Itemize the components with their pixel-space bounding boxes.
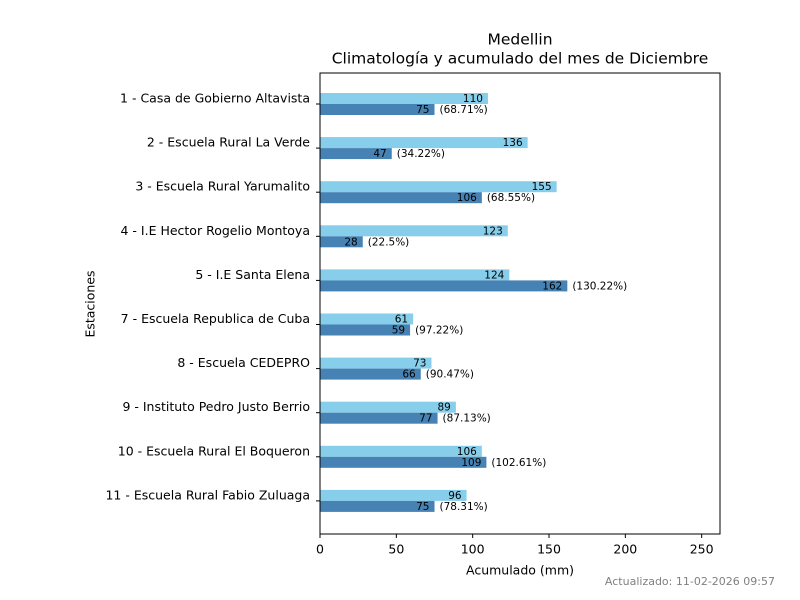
plot-frame [319,72,721,535]
y-tick-label: 4 - I.E Hector Rogelio Montoya [121,223,311,238]
bar [320,192,482,204]
bar-value-label: 106 [457,446,477,458]
y-tick-label: 9 - Instituto Pedro Justo Berrio [122,399,310,414]
percent-label: (130.22%) [572,280,627,292]
x-tick-label: 200 [613,542,637,557]
bar-value-label: 28 [344,236,357,248]
x-tick-label: 50 [388,542,404,557]
bar-value-label: 66 [402,369,416,381]
bar-value-label: 47 [373,148,386,160]
bar [320,181,557,193]
bar-value-label: 75 [416,104,429,116]
y-tick-label: 5 - I.E Santa Elena [195,267,310,282]
bar [320,137,528,149]
bar [320,93,488,104]
percent-label: (78.31%) [440,501,488,513]
y-tick-label: 7 - Escuela Republica de Cuba [121,311,310,326]
chart-subtitle: Climatología y acumulado del mes de Dici… [332,50,709,68]
bar [320,313,414,325]
bar [320,401,456,413]
percent-label: (87.13%) [443,413,491,425]
bar-value-label: 109 [461,457,481,469]
bar-value-label: 136 [503,137,523,149]
bar [320,148,392,160]
footer: Actualizado: 11-02-2026 09:57 [605,575,775,588]
bar [320,236,363,248]
bar [320,412,438,424]
bar-value-label: 123 [483,225,503,237]
percent-label: (34.22%) [397,148,445,160]
bar [320,456,487,468]
bar [320,225,508,237]
y-tick-label: 11 - Escuela Rural Fabio Zuluaga [105,487,310,502]
bar-value-label: 106 [457,192,477,204]
y-tick-label: 3 - Escuela Rural Yarumalito [135,179,310,194]
x-tick-label: 150 [537,542,561,557]
bar-value-label: 96 [448,490,462,502]
percent-label: (22.5%) [368,236,410,248]
bar-value-label: 59 [392,325,405,337]
percent-label: (102.61%) [491,457,546,469]
bar [320,104,435,115]
bar-value-label: 73 [413,358,426,370]
percent-label: (68.55%) [487,192,535,204]
bar-value-label: 110 [463,93,483,105]
percent-label: (97.22%) [415,325,463,337]
x-axis-label: Acumulado (mm) [466,563,574,578]
y-axis-label: Estaciones [83,270,98,337]
x-tick-label: 100 [461,542,485,557]
bar-value-label: 77 [419,413,432,425]
bar-value-label: 61 [395,314,408,326]
y-tick-label: 2 - Escuela Rural La Verde [147,135,310,150]
bar [320,368,421,380]
chart-title: Medellin [487,31,552,49]
bar [320,445,482,457]
x-tick-label: 0 [316,542,324,557]
percent-label: (68.71%) [440,104,488,116]
bar [320,324,411,336]
bar [320,269,510,281]
bar [320,357,432,369]
y-tick-label: 10 - Escuela Rural El Boqueron [118,443,310,458]
percent-label: (90.47%) [426,369,474,381]
bar-value-label: 124 [484,269,504,281]
bar [320,489,467,501]
bar-value-label: 75 [416,501,429,513]
bar-value-label: 89 [438,402,451,414]
bar [320,280,568,292]
bar [320,500,435,512]
y-tick-label: 1 - Casa de Gobierno Altavista [120,91,310,106]
bar-value-label: 155 [532,181,552,193]
y-tick-label: 8 - Escuela CEDEPRO [177,355,310,370]
x-tick-label: 250 [690,542,714,557]
bar-value-label: 162 [542,280,562,292]
